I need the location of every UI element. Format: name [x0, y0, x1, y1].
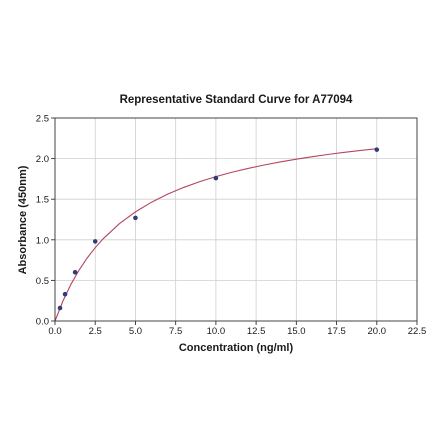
x-tick-label: 5.0 [129, 326, 142, 337]
y-axis-ticks: 0.0 0.5 1.0 1.5 2.0 2.5 [36, 114, 55, 328]
y-tick-label: 2.0 [36, 154, 49, 165]
data-point [62, 291, 68, 297]
fit-curve-layer [54, 148, 377, 322]
data-point [92, 239, 98, 244]
fit-curve [54, 148, 377, 322]
x-tick-label: 0.0 [48, 326, 61, 337]
data-point [133, 215, 138, 221]
data-point [374, 147, 380, 152]
x-tick-label: 7.5 [169, 326, 182, 337]
x-tick-label: 17.5 [327, 326, 346, 337]
y-axis-label: Absorbance (450nm) [17, 165, 29, 274]
x-tick-label: 15.0 [287, 326, 306, 337]
x-axis-ticks: 0.0 2.5 5.0 7.5 10.0 12.5 15.0 17.5 20.0 22.5 [48, 321, 426, 337]
data-point [57, 305, 63, 311]
data-points-layer [57, 147, 380, 311]
data-point [213, 175, 219, 181]
y-tick-label: 0.5 [36, 276, 49, 287]
x-tick-label: 2.5 [89, 326, 102, 337]
data-point [72, 269, 78, 275]
x-tick-label: 20.0 [368, 326, 387, 337]
y-tick-label: 1.5 [36, 195, 49, 206]
x-tick-label: 12.5 [247, 326, 266, 337]
chart-title: Representative Standard Curve for A77094 [120, 94, 353, 106]
x-tick-label: 22.5 [408, 326, 427, 337]
plot-area [54, 117, 418, 322]
grid-lines [54, 117, 418, 322]
x-axis-label: Concentration (ng/ml) [179, 342, 294, 354]
x-tick-label: 10.0 [207, 326, 226, 337]
y-tick-label: 1.0 [36, 235, 49, 246]
y-tick-label: 2.5 [36, 114, 49, 125]
y-tick-label: 0.0 [36, 317, 49, 328]
